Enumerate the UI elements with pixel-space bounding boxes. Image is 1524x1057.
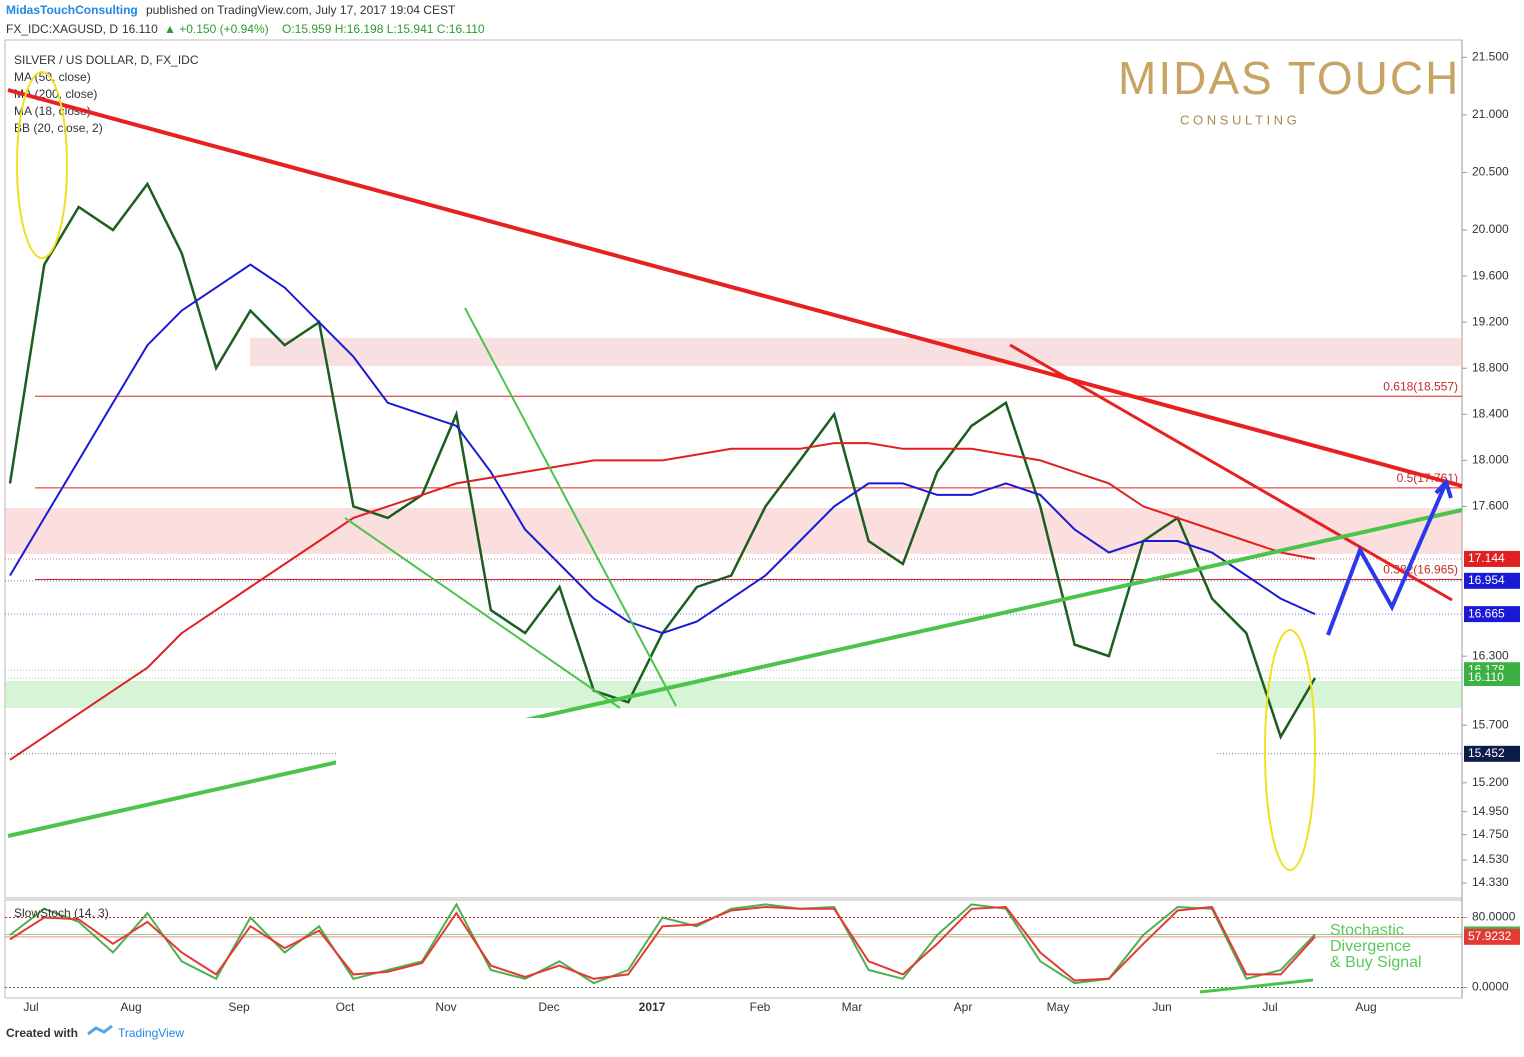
price-badge: [1464, 670, 1520, 687]
y-tick-label: 18.400: [1472, 406, 1509, 420]
price-badge: [1464, 606, 1520, 623]
x-tick-label: Aug: [120, 1000, 141, 1014]
arrow-head: [1434, 478, 1453, 499]
y-tick-label: 21.500: [1472, 49, 1509, 63]
y-tick-label: 14.530: [1472, 852, 1509, 866]
y-tick-label: 18.000: [1472, 453, 1509, 467]
x-tick-label: Nov: [435, 1000, 456, 1014]
x-tick-label: Aug: [1355, 1000, 1376, 1014]
price-badge-label: 16.665: [1468, 606, 1505, 620]
y-tick-label: 0.0000: [1472, 980, 1509, 994]
x-tick-label: Jul: [23, 1000, 38, 1014]
x-tick-label: Dec: [538, 1000, 559, 1014]
y-tick-label: 21.000: [1472, 107, 1509, 121]
x-tick-label: Feb: [750, 1000, 771, 1014]
price-badge-label: 15.452: [1468, 746, 1505, 760]
fib-label: 0.382(16.965): [1383, 563, 1458, 577]
price-badge-label: 16.954: [1468, 573, 1505, 587]
trend-line: [7, 508, 1463, 838]
annotation: Divergence: [1330, 938, 1411, 955]
trend-line: [1009, 343, 1453, 602]
symbol: FX_IDC:XAGUSD, D: [6, 22, 118, 36]
trend-line: [7, 88, 1463, 488]
logo-subtitle: C O N S U L T I N G: [1180, 112, 1297, 127]
trend-line: [464, 307, 677, 707]
y-tick-label: 15.700: [1472, 717, 1509, 731]
price-badge: [1464, 928, 1520, 945]
x-tick-label: Apr: [954, 1000, 973, 1014]
price-badge: [1464, 745, 1520, 762]
y-tick-label: 17.600: [1472, 499, 1509, 513]
footer-created: Created with: [6, 1026, 78, 1040]
x-tick-label: Jun: [1152, 1000, 1171, 1014]
series-line: [9, 263, 1316, 635]
legend-entry: MA (50, close): [14, 70, 91, 84]
brand-icon: [87, 1024, 113, 1036]
zone: [250, 338, 1462, 366]
logo-title: MIDAS TOUCH: [1118, 52, 1460, 104]
price-badge-label: 17.144: [1468, 551, 1505, 565]
x-tick-label: 2017: [639, 1000, 666, 1014]
footer-brand: TradingView: [118, 1026, 184, 1040]
y-tick-label: 14.950: [1472, 804, 1509, 818]
x-tick-label: Mar: [842, 1000, 863, 1014]
annotation: Stochastic: [1330, 922, 1404, 939]
y-tick-label: 18.800: [1472, 360, 1509, 374]
change: ▲ +0.150 (+0.94%): [164, 22, 269, 36]
y-tick-label: 20.000: [1472, 222, 1509, 236]
pane-title: SILVER / US DOLLAR, D, FX_IDC: [14, 53, 199, 67]
last: 16.110: [122, 22, 158, 36]
price-badge-label: 16.110: [1468, 670, 1504, 684]
zone: [5, 508, 1462, 554]
series-line: [9, 905, 1316, 982]
highlight: [16, 71, 68, 259]
annotation: & Buy Signal: [1330, 954, 1422, 971]
fib-label: 0.618(18.557): [1383, 379, 1458, 393]
ohlc: O:15.959 H:16.198 L:15.941 C:16.110: [282, 22, 485, 36]
y-tick-label: 14.750: [1472, 827, 1509, 841]
price-badge: [1464, 550, 1520, 567]
trend-line: [1199, 978, 1314, 994]
y-tick-label: 15.200: [1472, 775, 1509, 789]
y-tick-label: 80.0000: [1472, 910, 1516, 924]
legend-entry: BB (20, close, 2): [14, 121, 103, 135]
pane-title: SlowStoch (14, 3): [14, 906, 109, 920]
trend-line: [344, 517, 621, 709]
x-tick-label: May: [1047, 1000, 1070, 1014]
y-tick-label: 19.200: [1472, 314, 1509, 328]
y-tick-label: 19.600: [1472, 268, 1509, 282]
note-box: [336, 718, 1216, 868]
y-tick-label: 14.330: [1472, 875, 1509, 889]
price-badge: [1464, 572, 1520, 589]
y-tick-label: 20.500: [1472, 165, 1509, 179]
y-tick-label: 16.300: [1472, 648, 1509, 662]
x-tick-label: Sep: [228, 1000, 250, 1014]
zone: [5, 681, 1462, 708]
x-tick-label: Jul: [1262, 1000, 1277, 1014]
series-line: [9, 442, 1316, 761]
author: MidasTouchConsulting: [6, 3, 138, 17]
highlight: [1264, 629, 1316, 871]
published: published on TradingView.com, July 17, 2…: [146, 3, 456, 17]
forecast-arrow: [1326, 484, 1447, 636]
x-tick-label: Oct: [336, 1000, 355, 1014]
price-badge-label: 57.9232: [1468, 929, 1512, 943]
